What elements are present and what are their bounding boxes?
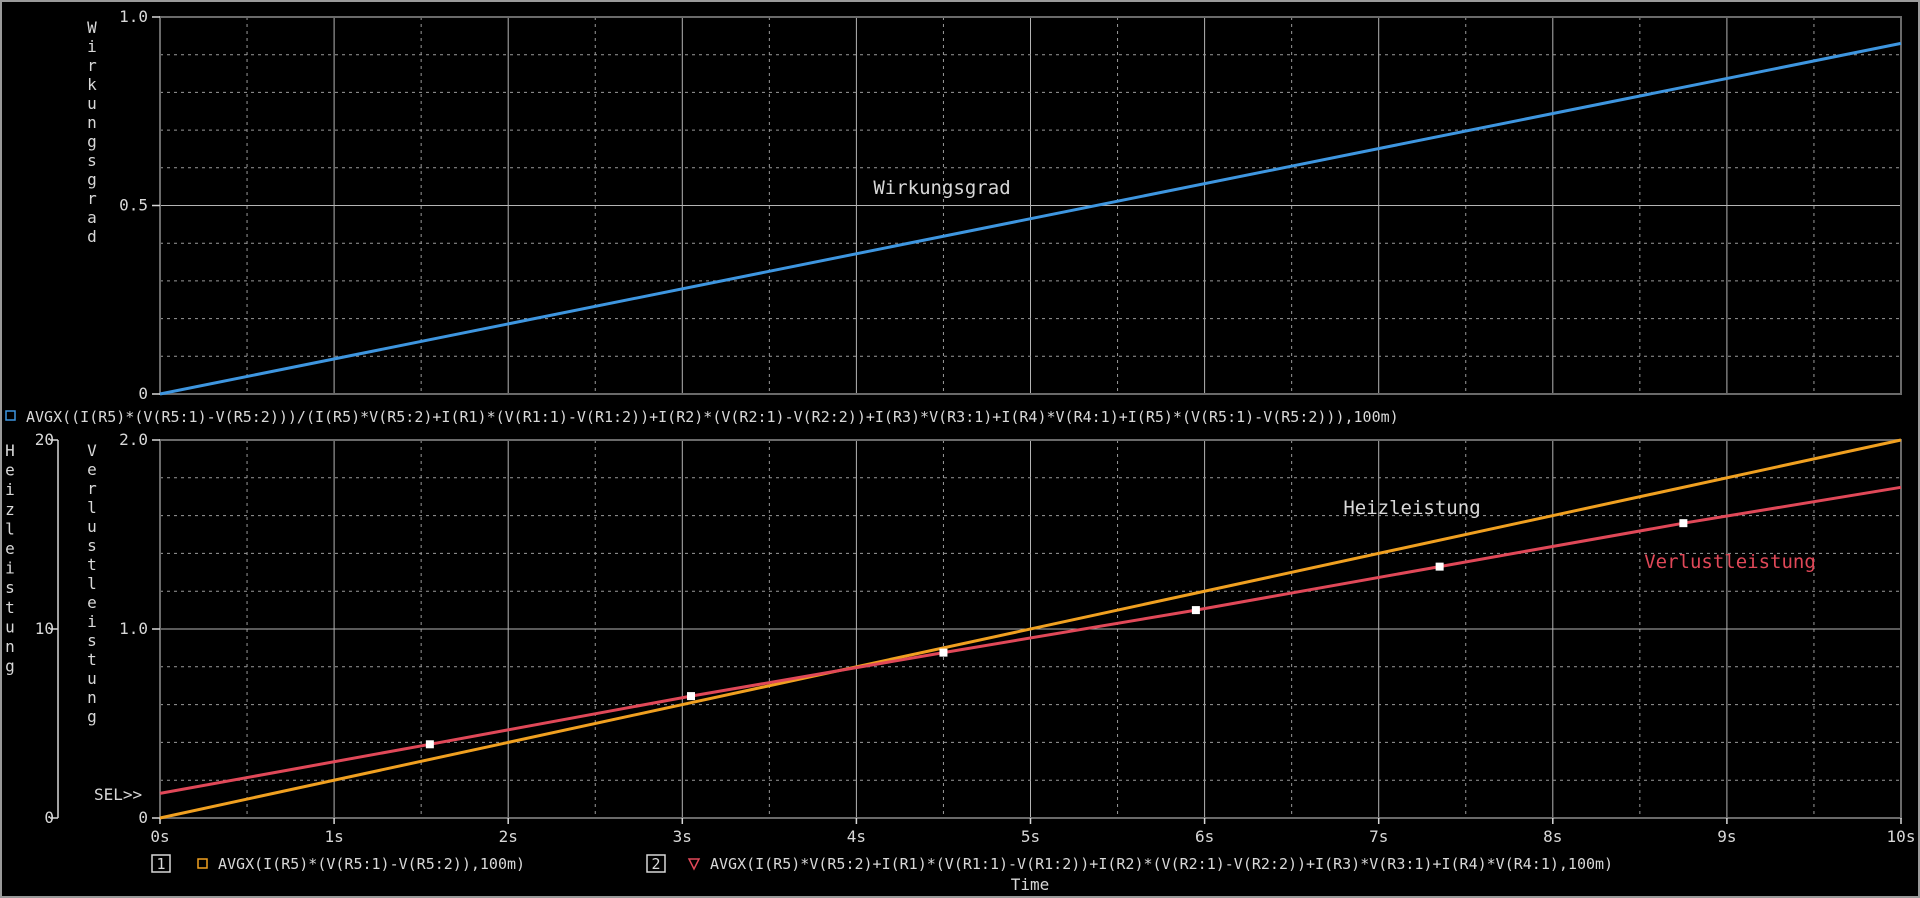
wirkungsgrad-axis-title-letter: g	[87, 132, 97, 151]
top-y-tick-label: 0.5	[119, 196, 148, 215]
verlustleistung-marker	[1435, 562, 1444, 571]
axis-number-box-1[interactable]	[151, 854, 171, 873]
verlust-y-tick-label: 2.0	[119, 430, 148, 449]
legend-symbol-heizleistung[interactable]	[197, 858, 208, 869]
x-tick-label: 6s	[1195, 827, 1214, 846]
verlustleistung-axis-title-letter: s	[87, 536, 97, 555]
heizleistung-axis-title-letter: z	[5, 500, 15, 519]
legend-label-heizleistung[interactable]: AVGX(I(R5)*(V(R5:1)-V(R5:2)),100m)	[218, 855, 525, 873]
x-tick-label: 0s	[150, 827, 169, 846]
verlustleistung-axis-title-letter: l	[87, 498, 97, 517]
wirkungsgrad-trace	[159, 41, 1902, 396]
annotation-verlustleistung: Verlustleistung	[1644, 551, 1816, 573]
heizleistung-axis-title-letter: t	[5, 598, 15, 617]
grid	[160, 17, 1901, 818]
x-tick-label: 3s	[673, 827, 692, 846]
heizleistung-axis-title-letter: e	[5, 539, 15, 558]
x-tick-label: 10s	[1887, 827, 1916, 846]
heizleistung-axis-title-letter: s	[5, 578, 15, 597]
legend-symbol-verlustleistung[interactable]	[687, 858, 701, 871]
verlustleistung-axis-title-letter: i	[87, 612, 97, 631]
heizleistung-axis-title-letter: n	[5, 637, 15, 656]
sel-marker: SEL>>	[94, 785, 142, 804]
annotation-wirkungsgrad: Wirkungsgrad	[873, 177, 1010, 199]
legend: AVGX((I(R5)*(V(R5:1)-V(R5:2)))/(I(R5)*V(…	[5, 408, 1613, 873]
verlustleistung-marker	[425, 740, 434, 749]
heizleistung-axis-title-letter: H	[5, 441, 15, 460]
top-y-tick-label: 0	[138, 384, 148, 403]
verlustleistung-axis-title-letter: n	[87, 688, 97, 707]
x-tick-label: 2s	[499, 827, 518, 846]
verlustleistung-axis-title-letter: e	[87, 593, 97, 612]
wirkungsgrad-axis-title-letter: k	[87, 75, 97, 94]
axis-number-2: 2	[651, 855, 660, 873]
heiz-y-tick-label: 0	[44, 808, 54, 827]
wirkungsgrad-axis-title-letter: g	[87, 170, 97, 189]
legend-label-verlustleistung[interactable]: AVGX(I(R5)*V(R5:2)+I(R1)*(V(R1:1)-V(R1:2…	[710, 855, 1613, 873]
verlust-y-tick-label: 0	[138, 808, 148, 827]
heiz-y-tick-label: 10	[35, 619, 54, 638]
wirkungsgrad-axis-title-letter: W	[87, 18, 97, 37]
axis-number-box-2[interactable]	[646, 854, 666, 873]
verlustleistung-marker	[687, 692, 696, 701]
verlustleistung-axis-title-letter: e	[87, 460, 97, 479]
verlustleistung-marker	[939, 648, 948, 657]
data-series	[159, 41, 1902, 820]
wirkungsgrad-axis-title-letter: r	[87, 56, 97, 75]
verlustleistung-marker	[1191, 606, 1200, 615]
x-tick-label: 7s	[1369, 827, 1388, 846]
verlustleistung-axis-title-letter: g	[87, 707, 97, 726]
verlust-y-tick-label: 1.0	[119, 619, 148, 638]
heizleistung-axis-title-letter: e	[5, 461, 15, 480]
verlustleistung-axis-title-letter: r	[87, 479, 97, 498]
verlustleistung-axis-title-letter: t	[87, 650, 97, 669]
x-tick-label: 9s	[1717, 827, 1736, 846]
wirkungsgrad-axis-title-letter: d	[87, 227, 97, 246]
heizleistung-axis-title-letter: g	[5, 657, 15, 676]
wirkungsgrad-axis-title-letter: s	[87, 151, 97, 170]
top-y-tick-label: 1.0	[119, 7, 148, 26]
x-tick-label: 8s	[1543, 827, 1562, 846]
verlustleistung-axis-title-letter: u	[87, 669, 97, 688]
heizleistung-axis-title-letter: i	[5, 480, 15, 499]
trace-annotations: Wirkungsgrad Heizleistung Verlustleistun…	[873, 177, 1815, 573]
verlustleistung-axis-title-letter: t	[87, 555, 97, 574]
heizleistung-axis-title-letter: i	[5, 559, 15, 578]
verlustleistung-marker	[1679, 519, 1688, 528]
wirkungsgrad-axis-title-letter: r	[87, 189, 97, 208]
x-tick-label: 4s	[847, 827, 866, 846]
verlustleistung-trace	[159, 485, 1902, 795]
heizleistung-trace	[159, 438, 1902, 820]
heizleistung-axis-title-letter: l	[5, 519, 15, 538]
x-tick-label: 1s	[324, 827, 343, 846]
annotation-heizleistung: Heizleistung	[1343, 497, 1480, 519]
axis-number-1: 1	[156, 855, 165, 873]
heiz-y-tick-label: 20	[35, 430, 54, 449]
verlustleistung-axis-title-letter: s	[87, 631, 97, 650]
x-tick-label: 5s	[1021, 827, 1040, 846]
legend-label-wirkungsgrad[interactable]: AVGX((I(R5)*(V(R5:1)-V(R5:2)))/(I(R5)*V(…	[26, 408, 1399, 426]
verlustleistung-axis-title-letter: l	[87, 574, 97, 593]
legend-symbol-wirkungsgrad[interactable]	[5, 410, 16, 421]
heizleistung-axis-title-letter: u	[5, 617, 15, 636]
x-axis-title: Time	[1011, 875, 1050, 894]
wirkungsgrad-axis-title-letter: n	[87, 113, 97, 132]
wirkungsgrad-axis-title-letter: u	[87, 94, 97, 113]
verlustleistung-axis-title-letter: u	[87, 517, 97, 536]
wirkungsgrad-axis-title-letter: a	[87, 208, 97, 227]
wirkungsgrad-axis-title-letter: i	[87, 37, 97, 56]
verlustleistung-axis-title-letter: V	[87, 441, 97, 460]
